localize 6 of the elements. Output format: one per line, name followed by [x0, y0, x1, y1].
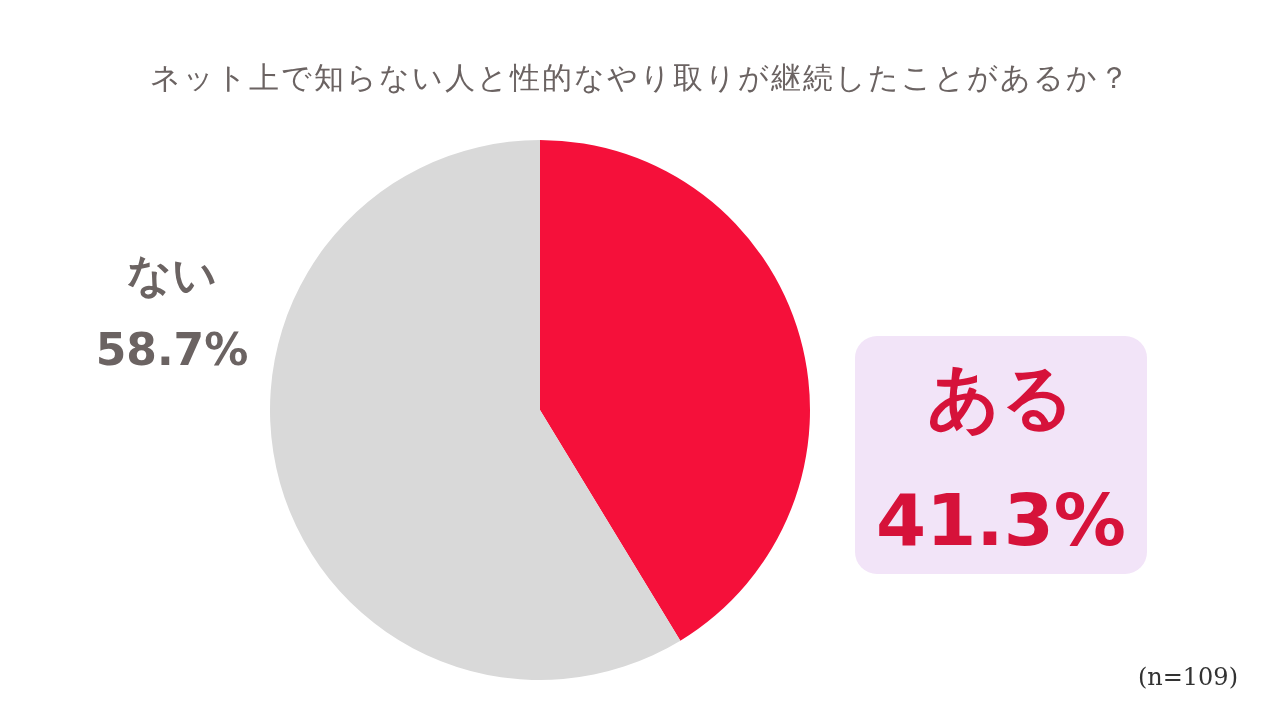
- slice-label: ある: [927, 355, 1075, 439]
- data-label: 41.3%: [876, 478, 1126, 562]
- text: (n=109): [1137, 663, 1238, 691]
- data-label: 58.7%: [95, 324, 249, 375]
- slice-label: ない: [127, 249, 217, 300]
- chart-title: ネット上で知らない人と性的なやり取りが継続したことがあるか？: [149, 60, 1131, 95]
